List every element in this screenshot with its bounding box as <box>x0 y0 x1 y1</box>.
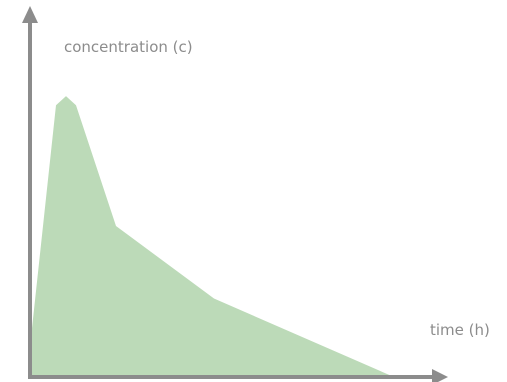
axes <box>22 6 448 382</box>
concentration-area <box>30 96 394 377</box>
x-axis-arrowhead <box>432 369 448 382</box>
y-axis-arrowhead <box>22 6 38 23</box>
y-axis-label: concentration (c) <box>64 38 193 56</box>
x-axis-label: time (h) <box>430 321 490 339</box>
